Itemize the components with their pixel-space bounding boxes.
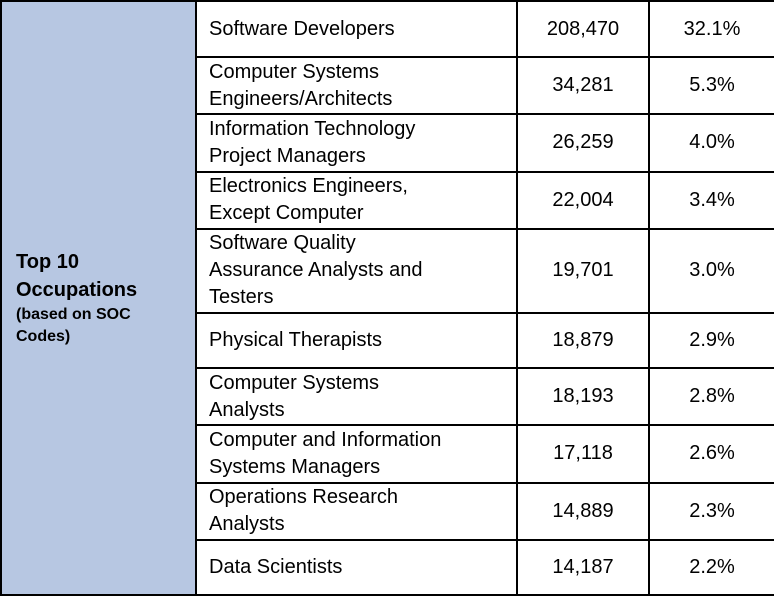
occupation-name: Physical Therapists bbox=[195, 312, 518, 370]
occupation-count: 14,187 bbox=[516, 538, 650, 596]
occupation-percent: 2.9% bbox=[648, 312, 774, 370]
occupation-count: 17,118 bbox=[516, 424, 650, 484]
occupation-name: Operations Research Analysts bbox=[195, 481, 518, 541]
occupation-name: Electronics Engineers, Except Computer bbox=[195, 170, 518, 230]
table-row: Electronics Engineers, Except Computer 2… bbox=[1, 170, 774, 230]
occupation-percent: 3.4% bbox=[648, 170, 774, 230]
occupation-name: Data Scientists bbox=[195, 538, 518, 596]
occupation-percent: 2.2% bbox=[648, 538, 774, 596]
header-title-line1: Top 10 bbox=[16, 251, 79, 273]
header-subtitle-line1: (based on SOC bbox=[16, 306, 131, 323]
occupation-name: Software Quality Assurance Analysts and … bbox=[195, 227, 518, 315]
table-row: Software Quality Assurance Analysts and … bbox=[1, 227, 774, 315]
occupation-name: Computer Systems Engineers/Architects bbox=[195, 56, 518, 116]
occupation-count: 18,879 bbox=[516, 312, 650, 370]
occupation-count: 34,281 bbox=[516, 56, 650, 116]
table-row: Computer Systems Analysts 18,193 2.8% bbox=[1, 367, 774, 427]
occupation-count: 14,889 bbox=[516, 481, 650, 541]
occupation-count: 208,470 bbox=[516, 0, 650, 59]
table-row: Physical Therapists 18,879 2.9% bbox=[1, 312, 774, 370]
occupation-percent: 3.0% bbox=[648, 227, 774, 315]
table-row: Computer and Information Systems Manager… bbox=[1, 424, 774, 484]
occupation-percent: 2.6% bbox=[648, 424, 774, 484]
table-row: Operations Research Analysts 14,889 2.3% bbox=[1, 481, 774, 541]
occupation-name: Computer Systems Analysts bbox=[195, 367, 518, 427]
header-title-line2: Occupations bbox=[16, 279, 138, 301]
occupation-percent: 2.8% bbox=[648, 367, 774, 427]
table-row: Data Scientists 14,187 2.2% bbox=[1, 538, 774, 596]
occupation-name: Software Developers bbox=[195, 0, 518, 59]
occupation-name: Information Technology Project Managers bbox=[195, 113, 518, 173]
header-subtitle-line2: Codes) bbox=[16, 328, 71, 345]
table-row: Information Technology Project Managers … bbox=[1, 113, 774, 173]
occupation-count: 19,701 bbox=[516, 227, 650, 315]
occupation-count: 26,259 bbox=[516, 113, 650, 173]
occupation-percent: 2.3% bbox=[648, 481, 774, 541]
occupation-percent: 5.3% bbox=[648, 56, 774, 116]
occupation-name: Computer and Information Systems Manager… bbox=[195, 424, 518, 484]
table-row: Computer Systems Engineers/Architects 34… bbox=[1, 56, 774, 116]
occupation-count: 22,004 bbox=[516, 170, 650, 230]
occupation-percent: 4.0% bbox=[648, 113, 774, 173]
occupation-percent: 32.1% bbox=[648, 0, 774, 59]
occupation-count: 18,193 bbox=[516, 367, 650, 427]
row-header-cell: Top 10 Occupations (based on SOC Codes) bbox=[0, 0, 197, 596]
